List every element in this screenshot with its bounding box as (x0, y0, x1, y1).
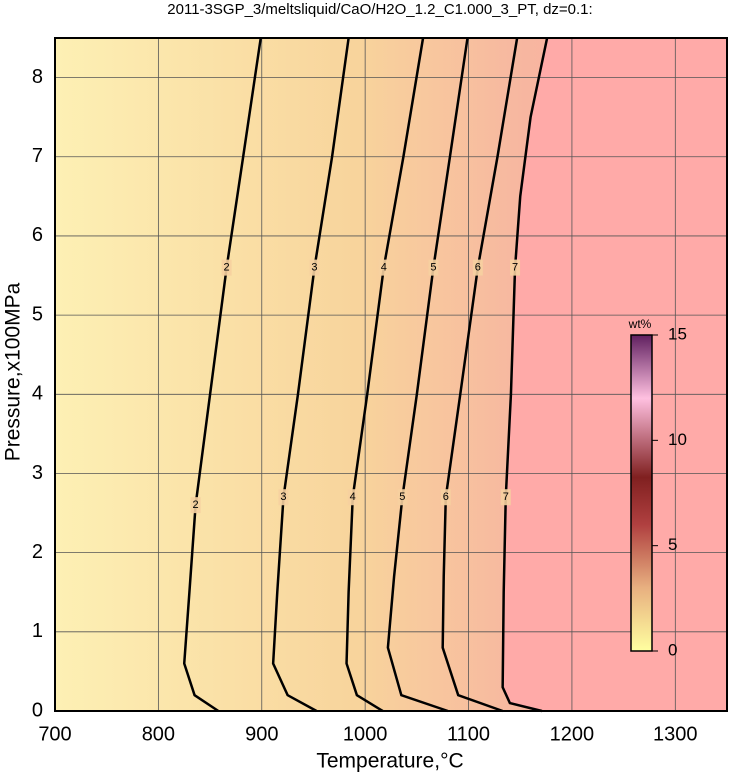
contour-label: 4 (381, 262, 387, 274)
y-tick-label: 2 (32, 541, 43, 563)
y-tick-label: 6 (32, 224, 43, 246)
x-tick-label: 1100 (447, 723, 490, 745)
contour-label-bg (278, 489, 289, 506)
x-axis-label: Temperature,°C (316, 750, 463, 773)
contour-label: 7 (503, 491, 509, 503)
contour-label-bg (472, 259, 483, 276)
y-tick-label: 1 (32, 620, 43, 642)
colorbar-tick-label: 0 (668, 640, 677, 659)
contour-label-bg (309, 259, 320, 276)
x-tick-label: 1000 (343, 723, 388, 745)
contour-label-bg (440, 489, 451, 506)
contour-label: 6 (475, 262, 481, 274)
chart-title: 2011-3SGP_3/meltsliquid/CaO/H2O_1.2_C1.0… (167, 1, 592, 18)
plot-frame (54, 37, 728, 712)
y-tick-label: 4 (32, 383, 43, 405)
contour-label-bg (221, 259, 232, 276)
colorbar-tick-label: 5 (668, 535, 677, 554)
y-tick-label: 3 (32, 462, 43, 484)
contour-label-bg (347, 489, 358, 506)
contour-label: 7 (512, 262, 518, 274)
contour-label: 3 (311, 262, 317, 274)
y-tick-label: 5 (32, 303, 43, 325)
x-tick-label: 800 (142, 723, 175, 745)
x-tick-label: 700 (38, 723, 71, 745)
y-axis-label: Pressure,x100MPa (2, 282, 25, 461)
contour-label-bg (190, 497, 201, 514)
contour-label: 6 (443, 491, 449, 503)
contour-label: 2 (193, 499, 199, 511)
contour-line (501, 37, 549, 713)
colorbar-label: wt% (628, 317, 652, 331)
contour-label: 5 (430, 262, 436, 274)
x-tick-label: 900 (245, 723, 278, 745)
contour-label-bg (500, 489, 511, 506)
y-tick-label: 7 (32, 145, 43, 167)
y-tick-label: 8 (32, 66, 43, 88)
x-tick-label: 1300 (653, 723, 698, 745)
contour-label-bg (397, 489, 408, 506)
contour-label-bg (510, 259, 521, 276)
contour-label: 3 (280, 491, 286, 503)
y-tick-label: 0 (32, 699, 43, 721)
colorbar-tick-label: 15 (668, 324, 687, 343)
contour-label: 2 (224, 262, 230, 274)
colorbar-tick-label: 10 (668, 430, 687, 449)
contour-label-bg (378, 259, 389, 276)
contour-label: 5 (399, 491, 405, 503)
colorbar (630, 334, 653, 652)
x-tick-label: 1200 (550, 723, 595, 745)
contour-label: 4 (350, 491, 356, 503)
contour-label-bg (428, 259, 439, 276)
saturated-region (502, 38, 727, 711)
